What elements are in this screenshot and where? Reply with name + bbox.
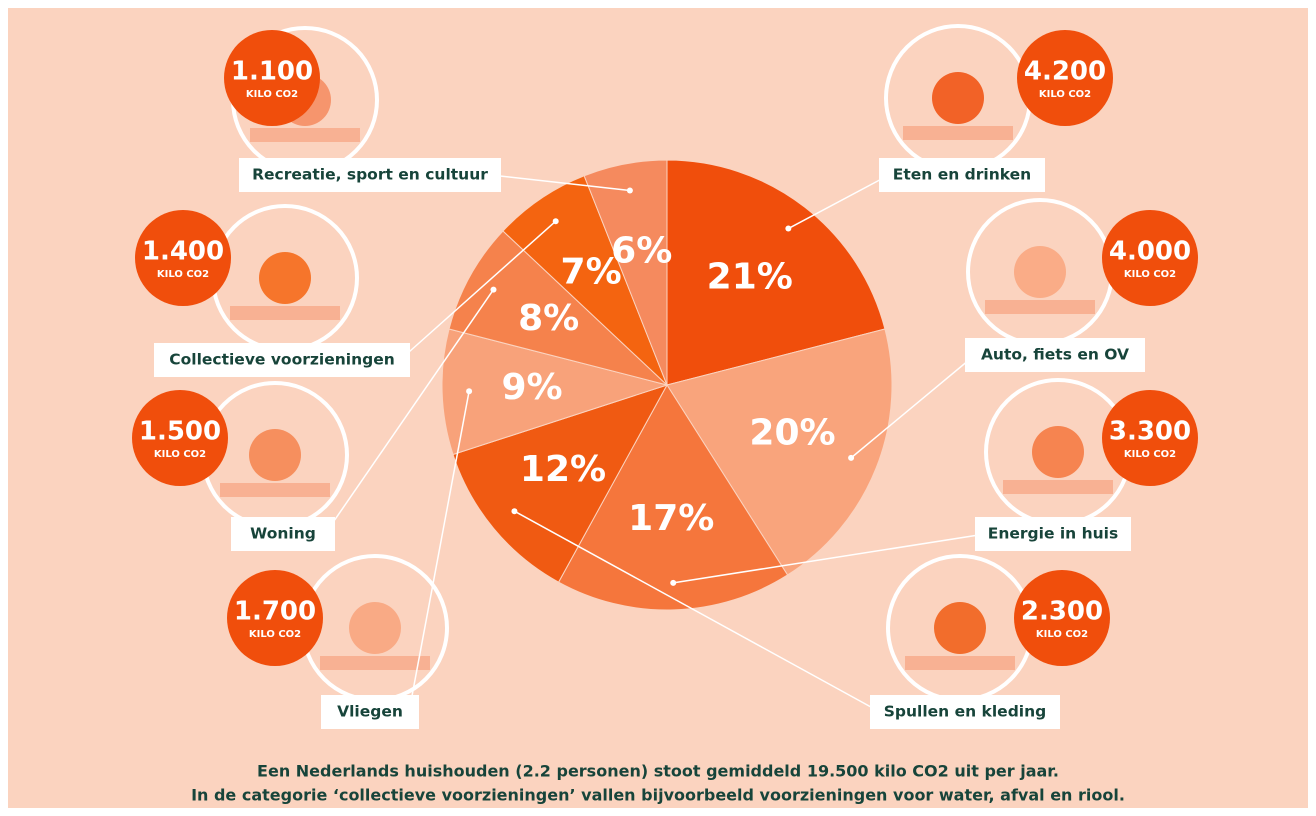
icon-ground	[903, 126, 1013, 140]
kilo-label: 1.500	[139, 417, 221, 447]
kilo-unit: KILO CO2	[249, 629, 301, 640]
percent-label: 12%	[520, 449, 606, 490]
leader-dot	[553, 218, 559, 224]
category-label: Collectieve voorzieningen	[169, 351, 395, 369]
leader-dot	[627, 188, 633, 194]
icon-shape	[259, 252, 311, 304]
kilo-label: 4.200	[1024, 57, 1106, 87]
infographic: Een Nederlands huishouden (2.2 personen)…	[0, 0, 1316, 816]
category-label: Spullen en kleding	[884, 703, 1046, 721]
footnote: In de categorie ‘collectieve voorziening…	[191, 786, 1125, 805]
kilo-unit: KILO CO2	[154, 449, 206, 460]
percent-label: 8%	[518, 298, 579, 339]
kilo-unit: KILO CO2	[1036, 629, 1088, 640]
leader-dot	[848, 455, 854, 461]
icon-ground	[985, 300, 1095, 314]
category-label: Vliegen	[337, 703, 403, 721]
kilo-label: 3.300	[1109, 417, 1191, 447]
kilo-unit: KILO CO2	[246, 89, 298, 100]
icon-shape	[349, 602, 401, 654]
category-label: Eten en drinken	[893, 166, 1031, 184]
icon-shape	[249, 429, 301, 481]
kilo-label: 1.400	[142, 237, 224, 267]
icon-shape	[1014, 246, 1066, 298]
kilo-unit: KILO CO2	[1039, 89, 1091, 100]
footnote: Een Nederlands huishouden (2.2 personen)…	[257, 762, 1059, 781]
kilo-unit: KILO CO2	[1124, 449, 1176, 460]
category-label: Woning	[250, 525, 316, 543]
kilo-unit: KILO CO2	[157, 269, 209, 280]
percent-label: 17%	[628, 498, 714, 539]
kilo-label: 1.700	[234, 597, 316, 627]
leader-dot	[490, 287, 496, 293]
category-label: Recreatie, sport en cultuur	[252, 166, 488, 184]
icon-ground	[230, 306, 340, 320]
kilo-label: 4.000	[1109, 237, 1191, 267]
icon-ground	[905, 656, 1015, 670]
icon-ground	[250, 128, 360, 142]
icon-ground	[320, 656, 430, 670]
kilo-label: 1.100	[231, 57, 313, 87]
leader-dot	[785, 226, 791, 232]
icon-shape	[1032, 426, 1084, 478]
icon-ground	[220, 483, 330, 497]
percent-label: 9%	[502, 367, 563, 408]
percent-label: 21%	[707, 256, 793, 297]
icon-ground	[1003, 480, 1113, 494]
leader-dot	[670, 580, 676, 586]
kilo-unit: KILO CO2	[1124, 269, 1176, 280]
leader-dot	[466, 388, 472, 394]
percent-label: 6%	[611, 230, 672, 271]
icon-shape	[932, 72, 984, 124]
leader-dot	[511, 508, 517, 514]
category-label: Auto, fiets en OV	[981, 346, 1129, 364]
category-label: Energie in huis	[988, 525, 1118, 543]
percent-label: 20%	[749, 413, 835, 454]
icon-shape	[934, 602, 986, 654]
kilo-label: 2.300	[1021, 597, 1103, 627]
